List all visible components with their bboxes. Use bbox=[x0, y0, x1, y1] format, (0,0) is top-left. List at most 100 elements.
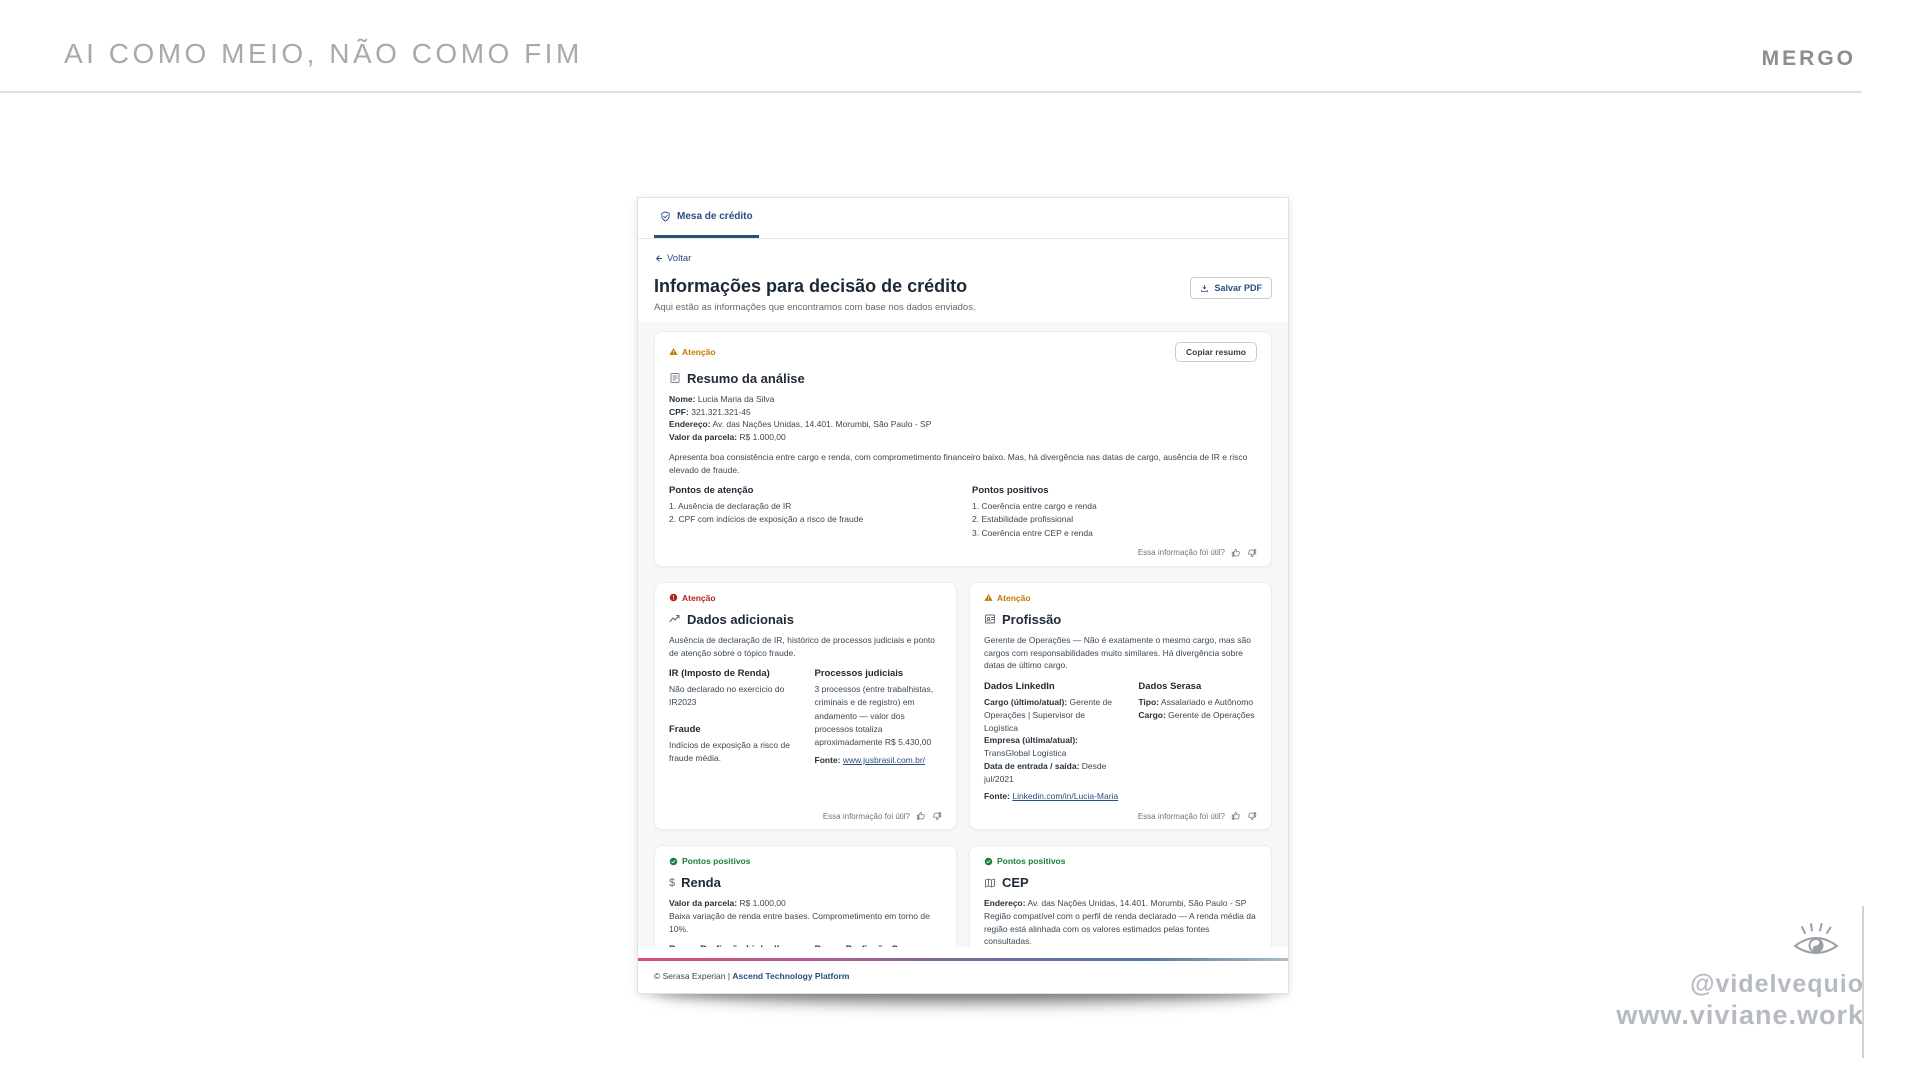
field-value: Gerente de Operações | Supervisor de Log… bbox=[984, 697, 1113, 733]
dados-title-label: Dados adicionais bbox=[687, 611, 794, 627]
brand-gradient-line bbox=[638, 958, 1288, 961]
id-card-icon bbox=[985, 614, 995, 624]
map-icon bbox=[985, 878, 995, 888]
back-label: Voltar bbox=[667, 253, 692, 264]
warning-triangle-icon bbox=[984, 594, 993, 602]
badge-label: Pontos positivos bbox=[997, 856, 1066, 867]
tab-bar: Mesa de crédito bbox=[638, 198, 1288, 239]
pontos-atencao-title: Pontos de atenção bbox=[669, 485, 754, 497]
cep-title-label: CEP bbox=[1002, 875, 1029, 891]
jusbrasil-link[interactable]: www.jusbrasil.com.br/ bbox=[842, 755, 926, 766]
field-label: Valor da parcela: bbox=[669, 898, 738, 909]
pontos-positivos-column: Pontos positivos 1. Coerência entre carg… bbox=[972, 485, 1257, 540]
page-subtitle: Aqui estão as informações que encontramo… bbox=[654, 301, 976, 313]
section-cep: Pontos positivos CEP Endereço: Av. das N… bbox=[969, 845, 1272, 947]
copy-summary-button[interactable]: Copiar resumo bbox=[1175, 341, 1257, 362]
field-value: R$ 1.000,00 bbox=[739, 432, 786, 443]
thumbs-up-icon[interactable] bbox=[1231, 811, 1241, 821]
list-item: 3. Coerência entre CEP e renda bbox=[972, 527, 1093, 538]
credit-analysis-window: Mesa de crédito Voltar Informações para … bbox=[637, 197, 1289, 994]
renda-title: $ Renda bbox=[669, 875, 942, 890]
thumbs-down-icon[interactable] bbox=[1247, 548, 1257, 558]
field-label: Valor da parcela: bbox=[669, 432, 738, 443]
dados-desc: Ausência de declaração de IR, histórico … bbox=[669, 634, 936, 658]
page-header: Voltar Informações para decisão de crédi… bbox=[638, 239, 1288, 322]
renda-title-label: Renda bbox=[681, 875, 721, 891]
author-credit: @videlvequio www.viviane.work bbox=[1534, 922, 1864, 1031]
footer-copyright: © Serasa Experian | bbox=[654, 971, 731, 981]
field-value: Lucia Maria da Silva bbox=[697, 393, 775, 404]
feedback-question: Essa informação foi útil? bbox=[1137, 811, 1225, 821]
save-pdf-button[interactable]: Salvar PDF bbox=[1190, 277, 1272, 299]
footer-platform: Ascend Technology Platform bbox=[732, 971, 850, 981]
processos-text: 3 processos (entre trabalhistas, crimina… bbox=[814, 684, 934, 747]
eye-icon bbox=[1793, 923, 1839, 954]
thumbs-down-icon[interactable] bbox=[932, 811, 942, 821]
positive-badge: Pontos positivos bbox=[984, 856, 1065, 866]
ir-title: IR (Imposto de Renda) bbox=[669, 668, 770, 680]
arrow-left-icon bbox=[655, 255, 663, 262]
trending-line-icon bbox=[669, 615, 680, 623]
renda-note: Baixa variação de renda entre bases. Com… bbox=[669, 910, 930, 934]
right-divider bbox=[1862, 906, 1864, 1058]
fraude-title: Fraude bbox=[669, 723, 701, 735]
pontos-positivos-title: Pontos positivos bbox=[972, 485, 1049, 497]
error-circle-icon bbox=[669, 594, 678, 602]
renda-linkedin-column: Para a Profissão LinkedIn Renda Glassdoo… bbox=[669, 944, 797, 947]
fraude-text: Indícios de exposição a risco de fraude … bbox=[669, 739, 790, 763]
field-label: Cargo: bbox=[1138, 709, 1166, 720]
author-handle: @videlvequio bbox=[1690, 970, 1864, 998]
badge-label: Atenção bbox=[682, 592, 716, 603]
list-item: 2. CPF com indícios de exposição a risco… bbox=[669, 514, 864, 525]
field-label: Nome: bbox=[669, 393, 696, 404]
section-profissao: Atenção Profissão Gerente de Operações —… bbox=[969, 581, 1272, 831]
serasa-title: Dados Serasa bbox=[1138, 681, 1202, 693]
thumbs-down-icon[interactable] bbox=[1247, 811, 1257, 821]
feedback-question: Essa informação foi útil? bbox=[1137, 548, 1225, 558]
page-title: Informações para decisão de crédito bbox=[654, 276, 968, 296]
profissao-title-label: Profissão bbox=[1002, 611, 1062, 627]
ir-column: IR (Imposto de Renda) Não declarado no e… bbox=[669, 668, 797, 767]
header-divider bbox=[0, 91, 1862, 93]
field-label: Data de entrada / saída: bbox=[984, 760, 1080, 771]
resumo-title: Resumo da análise bbox=[669, 371, 1257, 386]
linkedin-link[interactable]: Linkedin.com/in/Lucia-Maria bbox=[1012, 791, 1119, 802]
field-label: Endereço: bbox=[669, 419, 711, 430]
processos-column: Processos judiciais 3 processos (entre t… bbox=[815, 668, 943, 767]
ir-text: Não declarado no exercício do IR2023 bbox=[669, 684, 785, 708]
field-value: TransGlobal Logística bbox=[984, 748, 1067, 759]
thumbs-up-icon[interactable] bbox=[916, 811, 926, 821]
list-item: 2. Estabilidade profissional bbox=[972, 514, 1074, 525]
back-link[interactable]: Voltar bbox=[654, 253, 691, 264]
badge-label: Atenção bbox=[997, 592, 1031, 603]
report-icon bbox=[670, 373, 680, 384]
badge-label: Atenção bbox=[682, 346, 716, 357]
feedback-row: Essa informação foi útil? bbox=[984, 803, 1257, 821]
profissao-desc: Gerente de Operações — Não é exatamente … bbox=[984, 634, 1251, 671]
tab-mesa-de-credito[interactable]: Mesa de crédito bbox=[654, 198, 759, 238]
pontos-atencao-column: Pontos de atenção 1. Ausência de declara… bbox=[669, 485, 954, 540]
field-value: R$ 1.000,00 bbox=[739, 898, 786, 909]
field-label: Endereço: bbox=[984, 898, 1026, 909]
resumo-title-label: Resumo da análise bbox=[687, 370, 805, 386]
dados-title: Dados adicionais bbox=[669, 612, 942, 627]
feedback-row: Essa informação foi útil? bbox=[669, 803, 942, 821]
positive-badge: Pontos positivos bbox=[669, 856, 750, 866]
warning-triangle-icon bbox=[669, 348, 678, 356]
field-label: Cargo (último/atual): bbox=[984, 697, 1068, 708]
section-renda: Pontos positivos $ Renda Valor da parcel… bbox=[654, 845, 957, 947]
list-item: 1. Ausência de declaração de IR bbox=[669, 501, 792, 512]
field-value: 321.321.321-45 bbox=[691, 406, 751, 417]
field-value: Desde jul/2021 bbox=[984, 760, 1107, 784]
attention-badge: Atenção bbox=[984, 593, 1031, 603]
linkedin-title: Dados LinkedIn bbox=[984, 681, 1055, 693]
badge-label: Pontos positivos bbox=[682, 856, 751, 867]
renda-linkedin-title: Para a Profissão LinkedIn bbox=[669, 944, 797, 947]
field-label: Empresa (última/atual): bbox=[984, 735, 1078, 746]
feedback-question: Essa informação foi útil? bbox=[822, 811, 910, 821]
error-badge: Atenção bbox=[669, 593, 716, 603]
feedback-row: Essa informação foi útil? bbox=[669, 540, 1257, 558]
thumbs-up-icon[interactable] bbox=[1231, 548, 1241, 558]
card-footer: © Serasa Experian | Ascend Technology Pl… bbox=[638, 958, 1288, 993]
field-label: CPF: bbox=[669, 406, 689, 417]
